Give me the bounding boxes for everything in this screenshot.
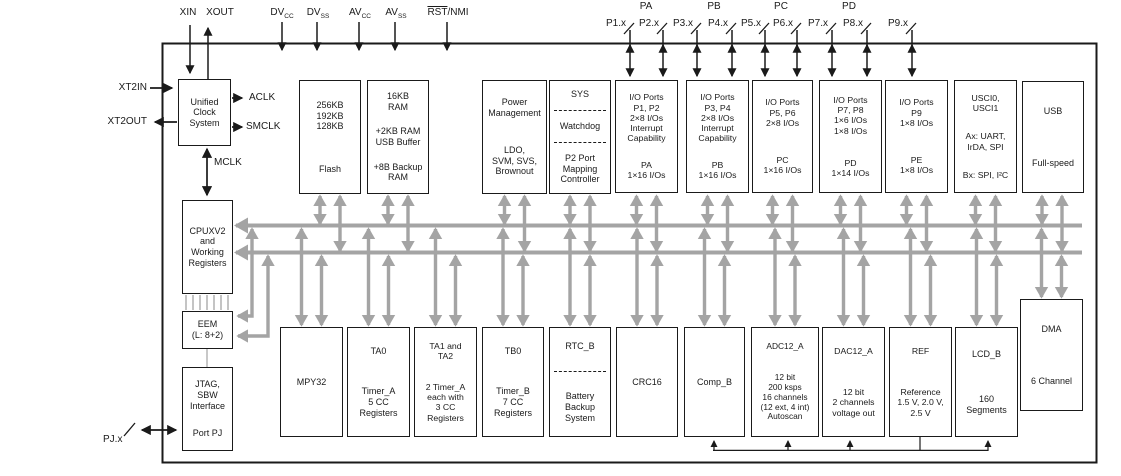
block-mpy32: MPY32 [280,327,343,437]
pin-label-p7x: P7.x [807,18,828,29]
port-group-pa: PA [639,1,653,12]
block-ta1-ta2: TA1 and TA2 2 Timer_A each with 3 CC Regi… [414,327,477,437]
block-ta0: TA0 Timer_A 5 CC Registers [347,327,410,437]
buses-and-arrows [123,22,1082,451]
pin-label-dvss: DVSS [306,7,330,20]
block-jtag-sbw: JTAG, SBW Interface Port PJ [182,367,233,451]
block-dac12-a: DAC12_A 12 bit 2 channels voltage out [822,327,885,437]
pin-label-p6x: P6.x [772,18,793,29]
block-comp-b: Comp_B [684,327,745,437]
block-sys-watchdog: SYS Watchdog P2 Port Mapping Controller [549,80,611,194]
clock-label-smclk: SMCLK [246,121,281,132]
block-ram: 16KB RAM +2KB RAM USB Buffer +8B Backup RA… [367,80,429,194]
block-io-ports-p5-p6: I/O Ports P5, P6 2×8 I/Os PC 1×16 I/Os [752,80,813,193]
block-io-ports-p9: I/O Ports P9 1×8 I/Os PE 1×8 I/Os [885,80,948,193]
port-group-pb: PB [707,1,721,12]
block-unified-clock-system: Unified Clock System [178,79,231,146]
pin-label-avcc: AVCC [349,7,371,20]
pin-label-dvcc: DVCC [270,7,294,20]
block-adc12-a: ADC12_A 12 bit 200 ksps 16 channels (12 e… [751,327,819,437]
pin-label-avss: AVSS [385,7,407,20]
block-eem: EEM (L: 8+2) [182,311,233,349]
pin-label-p3x: P3.x [672,18,693,29]
block-usb: USB Full-speed [1022,81,1084,193]
port-group-pc: PC [774,1,788,12]
pin-label-p5x: P5.x [740,18,761,29]
block-lcd-b: LCD_B 160 Segments [955,327,1018,437]
block-tb0: TB0 Timer_B 7 CC Registers [482,327,544,437]
block-usci: USCI0, USCI1 Ax: UART, IrDA, SPI Bx: SPI, … [954,80,1017,193]
pin-label-xin: XIN [179,7,197,18]
pin-label-p1x: P1.x [605,18,626,29]
clock-label-aclk: ACLK [249,92,276,103]
block-power-management: Power Management LDO, SVM, SVS, Brownout [482,80,547,194]
block-flash: 256KB 192KB 128KB Flash [299,80,361,194]
block-rtc-b: RTC_B Battery Backup System [549,327,611,437]
block-crc16: CRC16 [616,327,678,437]
clock-label-mclk: MCLK [214,157,242,168]
pin-label-xt2in: XT2IN [118,82,147,93]
block-io-ports-p3-p4: I/O Ports P3, P4 2×8 I/Os Interrupt Capa… [686,80,749,193]
pin-label-xout: XOUT [206,7,234,18]
block-cpu: CPUXV2 and Working Registers [182,200,233,294]
pin-label-xt2out: XT2OUT [107,116,147,127]
block-ref: REF Reference 1.5 V, 2.0 V, 2.5 V [889,327,952,437]
block-dma: DMA 6 Channel [1020,299,1083,411]
block-io-ports-p1-p2: I/O Ports P1, P2 2×8 I/Os Interrupt Capa… [615,80,678,193]
pin-label-p8x: P8.x [842,18,863,29]
pin-label-p9x: P9.x [887,18,908,29]
pin-label-p4x: P4.x [707,18,728,29]
pin-label-p2x: P2.x [638,18,659,29]
pin-label-rst-nmi: RST/NMI [427,7,469,18]
pin-label-pjx: PJ.x [103,434,123,445]
port-group-pd: PD [842,1,856,12]
block-io-ports-p7-p8: I/O Ports P7, P8 1×6 I/Os 1×8 I/Os PD 1×1… [819,80,882,193]
